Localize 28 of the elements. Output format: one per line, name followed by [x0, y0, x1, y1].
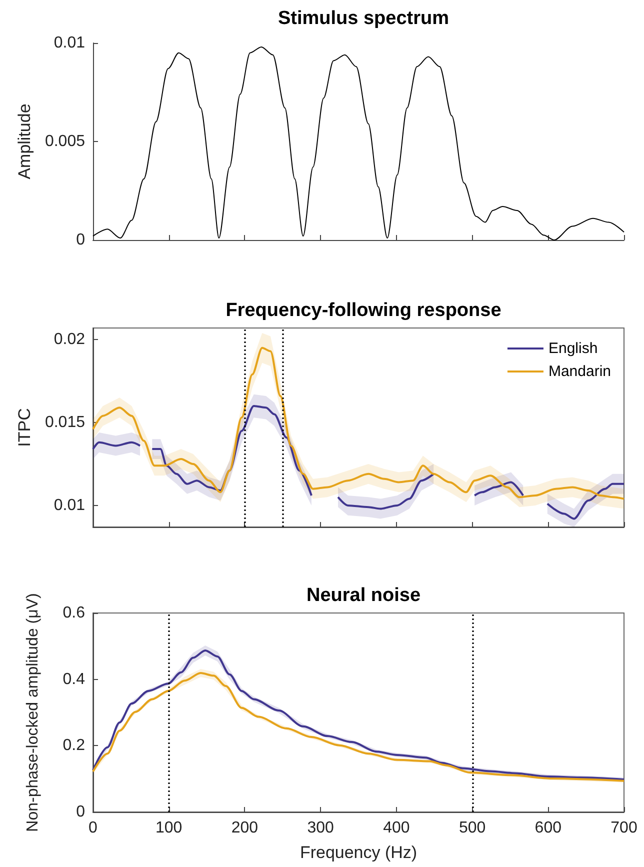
x-tick-label: 200 — [231, 820, 258, 836]
y-tick-label: 0.02 — [54, 331, 86, 348]
x-tick-label: 600 — [534, 820, 562, 836]
y-axis-title: Non-phase-locked amplitude (μV) — [24, 593, 42, 832]
y-tick-label: 0.4 — [62, 670, 86, 688]
x-tick-label: 700 — [610, 820, 638, 836]
y-tick-label: 0.2 — [62, 737, 86, 754]
y-tick-label: 0.6 — [62, 604, 86, 622]
chart-title: Stimulus spectrum — [278, 8, 450, 29]
x-tick-label: 0 — [88, 820, 98, 836]
x-axis-title: Frequency (Hz) — [300, 843, 418, 862]
y-axis-title: ITPC — [15, 408, 34, 447]
y-axis-title: Amplitude — [15, 104, 34, 180]
chart-title: Frequency-following response — [226, 300, 502, 321]
legend-label: English — [548, 340, 598, 357]
y-tick-label: 0.01 — [54, 496, 86, 514]
y-tick-label: 0.015 — [44, 414, 86, 432]
x-tick-label: 400 — [383, 820, 410, 836]
y-tick-label: 0.005 — [44, 133, 86, 150]
legend-label: Mandarin — [548, 363, 612, 380]
y-tick-label: 0.01 — [54, 34, 86, 52]
x-tick-label: 100 — [156, 820, 182, 836]
line-series — [92, 46, 624, 240]
x-tick-label: 300 — [307, 820, 334, 836]
y-tick-label: 0 — [76, 804, 86, 820]
y-tick-label: 0 — [76, 232, 86, 248]
x-tick-label: 500 — [458, 820, 486, 836]
chart-title: Neural noise — [306, 585, 421, 606]
